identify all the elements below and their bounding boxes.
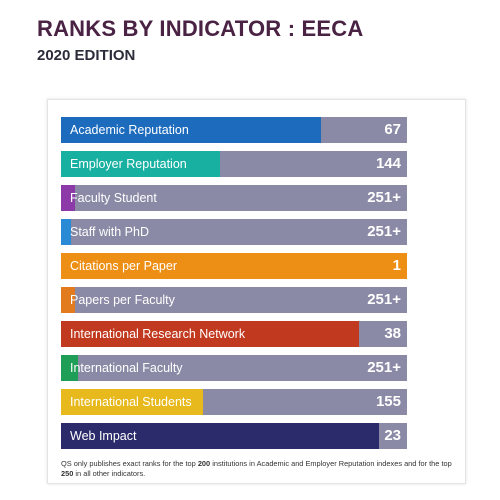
page-title: RANKS BY INDICATOR : EECA xyxy=(37,16,364,41)
indicator-label: Employer Reputation xyxy=(70,157,187,171)
footnote-number-2: 250 xyxy=(61,469,74,478)
indicator-rank-value: 251+ xyxy=(367,359,401,376)
indicator-row: International Research Network 38 xyxy=(61,321,407,347)
indicator-bar-fill xyxy=(61,423,380,449)
indicator-label: International Research Network xyxy=(70,327,246,341)
footnote-text-2: institutions in Academic and Employer Re… xyxy=(210,459,452,468)
indicator-bar-list: Academic Reputation 67 Employer Reputation… xyxy=(61,117,407,457)
footnote-number-1: 200 xyxy=(197,459,211,468)
indicator-row: Employer Reputation 144 xyxy=(61,151,407,177)
footnote: QS only publishes exact ranks for the to… xyxy=(61,459,456,479)
indicator-row: Academic Reputation 67 xyxy=(61,117,407,143)
indicator-rank-value: 155 xyxy=(375,393,401,410)
indicator-rank-value: 144 xyxy=(375,155,401,172)
indicator-label: Web Impact xyxy=(70,429,137,443)
indicator-label: Academic Reputation xyxy=(70,123,189,137)
indicator-rank-value: 38 xyxy=(384,325,401,342)
indicator-row: International Students 155 xyxy=(61,389,407,415)
indicator-bar-fill xyxy=(61,185,75,211)
indicator-row: Papers per Faculty 251+ xyxy=(61,287,407,313)
indicator-bar-fill xyxy=(61,117,321,143)
indicator-label: International Faculty xyxy=(70,361,183,375)
indicator-label: Faculty Student xyxy=(70,191,157,205)
indicator-rank-value: 251+ xyxy=(367,189,401,206)
indicator-row: Faculty Student 251+ xyxy=(61,185,407,211)
indicator-label: International Students xyxy=(70,395,192,409)
indicator-label: Staff with PhD xyxy=(70,225,149,239)
indicator-label: Papers per Faculty xyxy=(70,293,175,307)
indicator-bar-fill xyxy=(61,389,203,415)
indicator-row: Staff with PhD 251+ xyxy=(61,219,407,245)
indicator-bar-fill xyxy=(61,219,72,245)
footnote-text-1: QS only publishes exact ranks for the to… xyxy=(61,459,198,468)
page-subtitle: 2020 EDITION xyxy=(37,47,136,64)
indicator-row: Citations per Paper 1 xyxy=(61,253,407,279)
indicator-bar-fill xyxy=(61,287,75,313)
indicator-rank-value: 1 xyxy=(392,257,401,274)
indicator-rank-value: 23 xyxy=(384,427,401,444)
indicator-label: Citations per Paper xyxy=(70,259,178,273)
indicator-rank-value: 251+ xyxy=(367,291,401,308)
indicator-rank-value: 67 xyxy=(384,121,401,138)
indicator-bar-fill xyxy=(61,355,79,381)
indicator-rank-value: 251+ xyxy=(367,223,401,240)
indicator-row: International Faculty 251+ xyxy=(61,355,407,381)
indicator-bar-fill xyxy=(61,321,359,347)
indicator-bar-fill xyxy=(61,151,221,177)
indicator-bar-fill xyxy=(61,253,407,279)
indicator-row: Web Impact 23 xyxy=(61,423,407,449)
footnote-text-3: in all other indicators. xyxy=(73,469,146,478)
